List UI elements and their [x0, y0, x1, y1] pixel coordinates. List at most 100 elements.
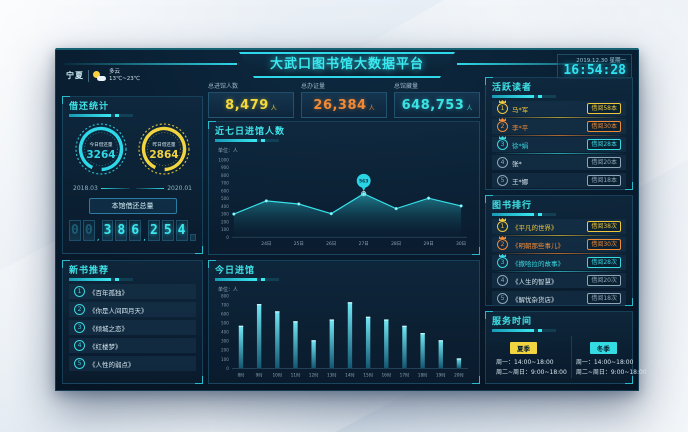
book-title: 《解忧杂货店》: [512, 295, 558, 304]
list-item: 3 《倾城之恋》: [69, 320, 196, 335]
kpi-label: 总进馆人数: [208, 83, 239, 90]
panel-service-hours: 服务时间 夏季 周一：14:00~18:00 周二~周日：9:00~18:00 …: [485, 311, 647, 384]
rank-badge: 5: [74, 358, 85, 369]
svg-text:500: 500: [221, 321, 229, 326]
panel-title: 近七日进馆人数: [215, 127, 473, 142]
panel-title: 新书推荐: [69, 266, 196, 281]
svg-text:16时: 16时: [381, 371, 391, 378]
svg-text:800: 800: [221, 173, 229, 178]
borrow-count-badge: 借阅58本: [587, 103, 621, 114]
service-columns: 夏季 周一：14:00~18:00 周二~周日：9:00~18:00 冬季 周一…: [492, 336, 647, 378]
gauge-value: 2864: [150, 149, 179, 161]
rank-badge: 2: [74, 304, 85, 315]
book-row: 5 《解忧杂货店》 借阅18次: [492, 291, 626, 306]
kpi-value-box: 26,384 人: [301, 92, 387, 118]
kpi-unit: 人: [368, 105, 375, 112]
panel-new-books: 新书推荐 1 《百年孤独》 2 《你是人间四月天》 3 《倾城之恋》 4 《红楼…: [62, 260, 203, 384]
gauge-group: 今日借还量 3264 昨日借还量 2864: [69, 122, 196, 176]
dashboard-screen: 大武口图书馆大数据平台 宁夏 多云 13℃~23℃ 2019.12.30 星期一…: [55, 48, 647, 391]
kpi-total-visitors: 总进馆人数 8,479 人: [208, 81, 294, 118]
svg-text:13时: 13时: [327, 371, 337, 378]
svg-text:25日: 25日: [294, 241, 304, 247]
region-label: 宁夏: [66, 71, 84, 80]
book-title: 《人生的智慧》: [512, 277, 558, 286]
range-start: 2018.03: [73, 185, 98, 192]
svg-text:26日: 26日: [326, 241, 336, 247]
reader-row: 3 徐*娟 借阅28本: [492, 137, 626, 154]
weekly-visitors-chart: 0 100 200 300 400 500 600 700 800 900 1000 单位：人 24日 2…: [218, 147, 468, 247]
title-underline: [215, 278, 279, 281]
medal-gold-icon: 1: [497, 221, 508, 232]
reader-name: 李*平: [512, 123, 529, 132]
svg-text:0: 0: [226, 235, 229, 240]
borrow-count-badge: 借阅18本: [587, 175, 621, 186]
kpi-label: 总办证量: [301, 83, 326, 90]
svg-text:600: 600: [221, 188, 229, 193]
page-title: 大武口图书馆大数据平台: [269, 57, 424, 72]
svg-text:单位：人: 单位：人: [218, 286, 238, 293]
kpi-row: 总进馆人数 8,479 人 总办证量 26,384 人 总馆藏量 648,753…: [208, 81, 480, 118]
panel-title: 服务时间: [492, 317, 626, 332]
header-line-left: [64, 63, 237, 65]
book-row: 2 《明朝那些事儿》 借阅30次: [492, 237, 626, 254]
rank-badge: 5: [497, 175, 508, 186]
svg-text:19时: 19时: [436, 371, 446, 378]
panel-title: 活跃读者: [492, 83, 626, 98]
svg-text:1000: 1000: [218, 157, 229, 162]
svg-text:18时: 18时: [418, 371, 428, 378]
panel-title: 今日进馆: [215, 266, 473, 281]
svg-text:100: 100: [221, 357, 229, 362]
gauge-yesterday: 昨日借还量 2864: [138, 123, 190, 175]
book-title: 《红楼梦》: [89, 342, 122, 351]
borrow-count-badge: 借阅28本: [587, 139, 621, 150]
total-borrow-label: 本馆借还总量: [88, 198, 177, 214]
kpi-total-collection: 总馆藏量 648,753 人: [394, 81, 480, 118]
rank-badge: 1: [74, 286, 85, 297]
date-range: 2018.03 2020.01: [69, 185, 196, 192]
reader-row: 1 马*军 借阅58本: [492, 101, 626, 118]
book-row: 1 《平凡的世界》 借阅38次: [492, 219, 626, 236]
svg-text:700: 700: [221, 302, 229, 307]
divider: [88, 69, 89, 82]
kpi-value-box: 8,479 人: [208, 92, 294, 118]
svg-text:单位：人: 单位：人: [218, 147, 238, 154]
borrow-times-badge: 借阅38次: [587, 221, 621, 232]
kpi-value: 8,479: [225, 97, 269, 113]
title-underline: [69, 114, 133, 117]
book-title: 《百年孤独》: [89, 288, 128, 297]
rank-badge: 4: [497, 157, 508, 168]
service-summer: 夏季 周一：14:00~18:00 周二~周日：9:00~18:00: [492, 336, 571, 378]
medal-silver-icon: 2: [497, 121, 508, 132]
service-line: 周一：14:00~18:00: [496, 359, 554, 366]
svg-text:600: 600: [221, 312, 229, 317]
borrow-count-badge: 借阅20本: [587, 157, 621, 168]
svg-text:17时: 17时: [400, 371, 410, 378]
range-line: [100, 188, 130, 189]
panel-book-ranking: 图书排行 1 《平凡的世界》 借阅38次 2 《明朝那些事儿》 借阅30次 3 …: [485, 195, 633, 306]
medal-bronze-icon: 3: [497, 257, 508, 268]
list-item: 5 《人性的弱点》: [69, 356, 196, 371]
svg-text:563: 563: [359, 178, 369, 184]
svg-text:30日: 30日: [456, 241, 466, 247]
svg-text:0: 0: [226, 366, 229, 371]
gauge-value: 3264: [86, 149, 115, 161]
reader-name: 徐*娟: [512, 141, 529, 150]
svg-text:29日: 29日: [424, 241, 434, 247]
reader-row: 5 王*娜 借阅18本: [492, 173, 626, 188]
winter-tag: 冬季: [589, 342, 617, 354]
reader-name: 王*娜: [512, 177, 529, 186]
list-item: 4 《红楼梦》: [69, 338, 196, 353]
book-title: 《你是人间四月天》: [89, 306, 148, 315]
svg-text:20时: 20时: [454, 371, 464, 378]
cloudy-weather-icon: [93, 70, 106, 81]
title-underline: [492, 95, 556, 98]
borrow-times-badge: 借阅20次: [587, 275, 621, 286]
svg-text:12时: 12时: [309, 371, 319, 378]
borrow-times-badge: 借阅30次: [587, 239, 621, 250]
svg-text:500: 500: [221, 196, 229, 201]
gauge-label: 今日借还量: [89, 141, 112, 148]
svg-text:9时: 9时: [256, 371, 264, 378]
book-title: 《倾城之恋》: [89, 324, 128, 333]
